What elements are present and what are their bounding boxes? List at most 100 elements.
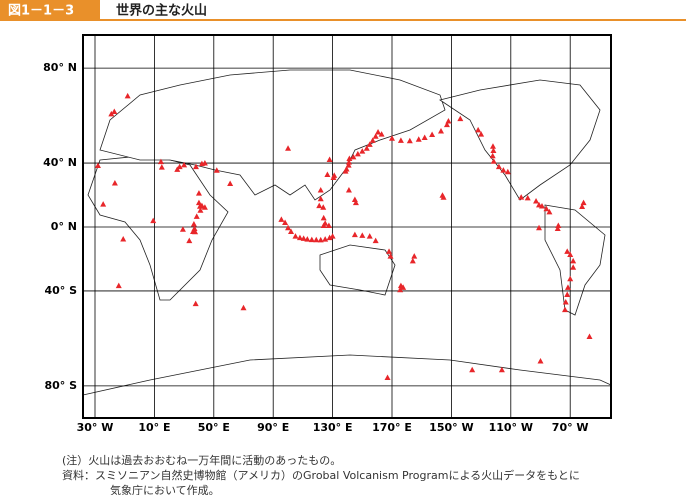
volcano (100, 201, 107, 207)
volcano (579, 203, 586, 209)
lon-label: 70° W (552, 421, 589, 434)
volcano (285, 224, 292, 231)
volcano (317, 195, 324, 202)
volcano (352, 199, 359, 206)
volcano (495, 163, 502, 170)
volcano (354, 150, 361, 157)
volcano (329, 233, 336, 239)
volcano (300, 235, 307, 241)
figure-label-bg (0, 0, 100, 20)
volcano (359, 148, 366, 154)
volcano (397, 286, 404, 293)
volcano (345, 186, 352, 193)
volcano (411, 253, 418, 259)
lon-label: 130° E (313, 421, 353, 434)
volcano (320, 204, 327, 210)
lon-label: 170° E (372, 421, 412, 434)
volcano (324, 171, 331, 178)
figure-label: 図1－1－3 (8, 4, 74, 19)
volcano (546, 208, 553, 215)
volcano (213, 167, 220, 173)
volcano (366, 233, 373, 239)
source: 資料：スミソニアン自然史博物館（アメリカ）のGrobal Volcanism P… (62, 469, 580, 482)
volcano (378, 131, 385, 137)
volcano (192, 300, 199, 307)
volcano (504, 168, 511, 175)
volcano (111, 108, 118, 114)
volcano (445, 117, 452, 124)
volcano (490, 158, 497, 164)
volcano (345, 159, 352, 165)
volcano (469, 366, 476, 373)
volcano (443, 121, 450, 128)
volcano (570, 257, 577, 264)
volcano (326, 234, 333, 241)
volcano (564, 291, 571, 298)
volcano (343, 166, 350, 172)
volcano (363, 145, 370, 151)
lon-label: 30° W (77, 421, 114, 434)
volcano (313, 236, 320, 243)
volcano (438, 127, 445, 134)
volcano (564, 284, 571, 290)
volcano (389, 135, 395, 141)
volcano (111, 180, 118, 186)
volcano (457, 115, 464, 122)
volcano (386, 248, 393, 254)
volcano (500, 167, 507, 173)
volcano (331, 172, 338, 178)
volcano (384, 374, 391, 381)
lat-label: 40° S (44, 284, 77, 297)
volcano (536, 224, 543, 231)
volcano (351, 196, 358, 202)
lon-label: 110° W (489, 421, 533, 434)
lat-label: 0° N (51, 220, 77, 233)
volcano (415, 136, 422, 142)
volcano (181, 161, 188, 168)
volcano (186, 237, 193, 244)
volcano (278, 216, 285, 222)
volcano (537, 357, 544, 364)
volcano (478, 131, 485, 137)
volcano (174, 166, 181, 172)
volcano (193, 213, 200, 219)
volcano (317, 186, 324, 193)
volcano (409, 257, 416, 264)
volcano (176, 163, 183, 170)
volcano (195, 190, 202, 196)
volcano (533, 198, 540, 204)
volcano (157, 158, 164, 165)
volcano (108, 110, 115, 117)
volcano (538, 202, 545, 209)
volcano (489, 152, 496, 159)
volcano (192, 163, 199, 170)
volcano (375, 129, 382, 135)
figure-title: 世界の主な火山 (116, 3, 207, 19)
lon-label: 150° W (429, 421, 473, 434)
volcano (282, 219, 289, 225)
volcano (196, 203, 203, 209)
volcano (564, 248, 571, 254)
volcano (322, 236, 329, 242)
volcano (543, 205, 550, 212)
volcano (359, 232, 366, 238)
volcano (351, 231, 358, 238)
volcano (366, 141, 373, 147)
volcano (372, 237, 379, 244)
volcano (320, 222, 327, 228)
volcano (562, 298, 569, 305)
volcano (317, 236, 324, 243)
volcano (304, 236, 311, 242)
volcano (201, 160, 208, 166)
volcano (316, 202, 323, 209)
volcano (429, 131, 436, 138)
volcano (555, 222, 562, 228)
volcano (475, 126, 482, 133)
volcano (562, 306, 569, 313)
volcano (498, 366, 505, 373)
volcano (179, 226, 186, 232)
volcano (192, 228, 199, 235)
volcano (489, 143, 496, 149)
volcano (406, 137, 413, 144)
